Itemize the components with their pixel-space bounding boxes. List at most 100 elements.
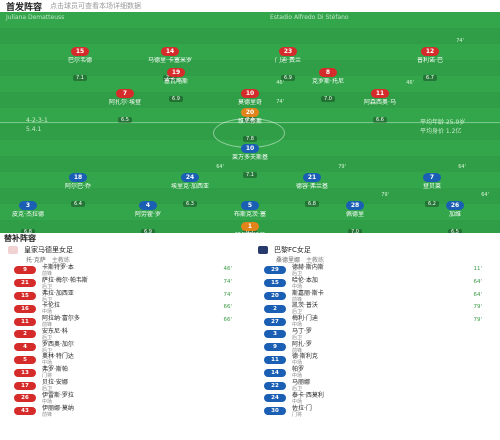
sub-position: 前锋: [42, 322, 53, 329]
home-sub-row[interactable]: 15 弗拉·加西亚 后卫 74': [0, 290, 250, 303]
away-sub-row[interactable]: 29 德赫·斯内斯 后卫 11': [250, 264, 500, 277]
sub-position: 中场: [42, 309, 53, 316]
player-number: 4: [139, 201, 157, 210]
sub-info: 阿扎·罗 前锋: [292, 341, 312, 354]
sub-position: 中场: [292, 360, 303, 367]
away-sub-row[interactable]: 30 佐拉·门 门将: [250, 405, 500, 418]
home-sub-row[interactable]: 26 伊雷斯·罗拉 中场: [0, 392, 250, 405]
home-sub-row[interactable]: 16 卡伦拉 中场 66': [0, 302, 250, 315]
home-player-marker[interactable]: 14 马德里·卡塞米罗 7.3: [138, 38, 202, 83]
player-number: 10: [241, 89, 259, 98]
player-number: 1: [241, 222, 259, 231]
away-sub-row[interactable]: 20 斯嘉丽·斯卡 前锋 64': [250, 290, 500, 303]
sub-position: 后卫: [292, 386, 303, 393]
away-player-marker[interactable]: 5 布斯克茨·塞 6.7: [218, 192, 282, 233]
sub-info: 马丽娜 后卫: [292, 379, 310, 392]
player-number: 14: [161, 47, 179, 56]
away-sub-row[interactable]: 24 泰卡·西莫利 中场: [250, 392, 500, 405]
away-sub-row[interactable]: 11 德·斯利克 中场: [250, 353, 500, 367]
substitution-icon: 64': [481, 192, 489, 198]
away-team-crest-icon: [258, 245, 268, 254]
home-player-marker[interactable]: 8 克罗斯·托尼 7.0: [296, 59, 360, 104]
sub-info: 罗西奥·加尔 后卫: [42, 341, 74, 354]
substitution-icon: 74': [276, 99, 284, 105]
sub-position: 中场: [42, 398, 53, 405]
home-player-marker[interactable]: 15 巴尔韦德 7.1: [48, 38, 112, 83]
sub-name: 马丽娜: [292, 379, 311, 387]
sub-number: 26: [14, 394, 36, 403]
away-player-marker[interactable]: 10 莱万多夫斯基 7.1: [218, 135, 282, 180]
away-player-marker[interactable]: 28 79' 佩德里 7.0: [323, 192, 389, 233]
sub-position: 前锋: [42, 411, 53, 418]
away-player-marker[interactable]: 18 阿尔巴·乔 6.4: [46, 164, 110, 209]
home-player-marker[interactable]: 23 门迪·费兰 6.9: [256, 38, 320, 83]
sub-name: 贝拉·安娜: [42, 379, 68, 387]
home-player-marker[interactable]: 11 46' 阿森西奥·马 6.6: [348, 80, 414, 125]
home-subs-team-name: 皇家马德里女足: [24, 245, 73, 254]
away-sub-row[interactable]: 27 梅利·门迪 中场 79': [250, 315, 500, 328]
sub-position: 门将: [42, 373, 53, 380]
sub-name: 伊雷斯·罗拉: [42, 391, 74, 399]
home-sub-row[interactable]: 13 弗罗·斯帕 门将: [0, 366, 250, 379]
away-player-marker[interactable]: 4 阿劳霍·罗 6.9: [116, 192, 180, 233]
player-rating: 6.9: [141, 229, 155, 233]
home-sub-row[interactable]: 11 阿拉纳·富尔多 前锋 66': [0, 315, 250, 328]
away-formation: 平均年龄 25.9岁: [420, 119, 466, 126]
sub-name: 弗拉·加西亚: [42, 289, 74, 297]
away-sub-row[interactable]: 9 阿扎·罗 前锋: [250, 341, 500, 354]
home-sub-row[interactable]: 17 贝拉·安娜 后卫: [0, 379, 250, 392]
away-player-marker[interactable]: 3 皮克·杰拉德 6.8: [0, 192, 60, 233]
home-sub-row[interactable]: 2 安东尼·科 后卫: [0, 328, 250, 341]
away-sub-row[interactable]: 3 马丁·罗 后卫: [250, 328, 500, 341]
player-name: 莫德里奇: [237, 99, 262, 106]
sub-position: 后卫: [292, 270, 303, 277]
player-number: 12: [421, 47, 439, 56]
sub-on-icon: 79': [473, 304, 482, 311]
away-player-marker[interactable]: 21 79' 德容·弗兰基 6.8: [280, 164, 346, 209]
sub-number: 16: [14, 304, 36, 313]
sub-position: 后卫: [42, 283, 53, 290]
home-sub-row[interactable]: 43 伊丽娜·莫纳 前锋: [0, 405, 250, 418]
player-rating: 7.0: [321, 96, 335, 102]
away-sub-row[interactable]: 22 马丽娜 后卫: [250, 379, 500, 392]
substitution-icon: 46': [406, 80, 414, 86]
home-sub-row[interactable]: 5 奥林·特门达 中场: [0, 353, 250, 366]
home-sub-row[interactable]: 9 卡斯特罗·本 前锋 46': [0, 264, 250, 277]
pitch-stripe: [0, 12, 500, 28]
away-player-marker[interactable]: 26 64' 加维 6.5: [423, 192, 489, 233]
sub-name: 弗罗·斯帕: [42, 366, 68, 374]
player-name: 阿森西奥·马: [364, 99, 396, 106]
away-player-marker[interactable]: 24 64' 埃里克·加西亚 6.3: [158, 164, 224, 209]
player-name: 普利诺·巴: [417, 57, 443, 64]
sub-number: 21: [14, 279, 36, 288]
home-player-marker[interactable]: 7 阿扎尔·埃登 6.5: [93, 80, 157, 125]
player-name: 佩德里: [345, 211, 364, 218]
away-sub-row[interactable]: 2 凯茨·普沃 后卫 79': [250, 302, 500, 315]
sub-number: 30: [264, 407, 286, 416]
player-number: 18: [69, 173, 87, 182]
home-sub-row[interactable]: 4 罗西奥·加尔 后卫: [0, 341, 250, 354]
home-player-marker[interactable]: 19 塞瓦略斯 6.9: [144, 59, 208, 104]
home-player-marker[interactable]: 20 74' 维尼修斯 7.8: [218, 99, 284, 144]
sub-name: 梅利·门迪: [292, 315, 318, 323]
sub-name: 安东尼·科: [42, 327, 68, 335]
sub-info: 马丁·罗 后卫: [292, 328, 312, 341]
home-player-marker[interactable]: 10 46' 莫德里奇 7.4: [218, 80, 284, 125]
player-number: 11: [371, 89, 389, 98]
sub-number: 11: [14, 317, 36, 326]
substitution-icon: 46': [276, 80, 284, 86]
pitch-stripe: [0, 76, 500, 92]
sub-name: 马丁·罗: [292, 327, 312, 335]
player-name: 皮克·杰拉德: [12, 211, 44, 218]
sub-name: 萨拉·梅尔·帕韦斯: [42, 276, 88, 284]
player-rating: 6.9: [169, 96, 183, 102]
home-player-marker[interactable]: 12 74' 普利诺·巴 6.7: [398, 38, 464, 83]
away-player-marker[interactable]: 1特尔施特根7.5: [218, 213, 282, 233]
sub-number: 27: [264, 317, 286, 326]
sub-position: 前锋: [42, 270, 53, 277]
home-sub-row[interactable]: 21 萨拉·梅尔·帕韦斯 后卫 74': [0, 277, 250, 290]
sub-name: 卡伦拉: [42, 302, 61, 310]
away-player-marker[interactable]: 7 64' 登贝莱 6.2: [400, 164, 466, 209]
away-sub-row[interactable]: 15 哈伦·本加 中场 64': [250, 277, 500, 290]
away-sub-row[interactable]: 14 帕罗 中场: [250, 366, 500, 379]
